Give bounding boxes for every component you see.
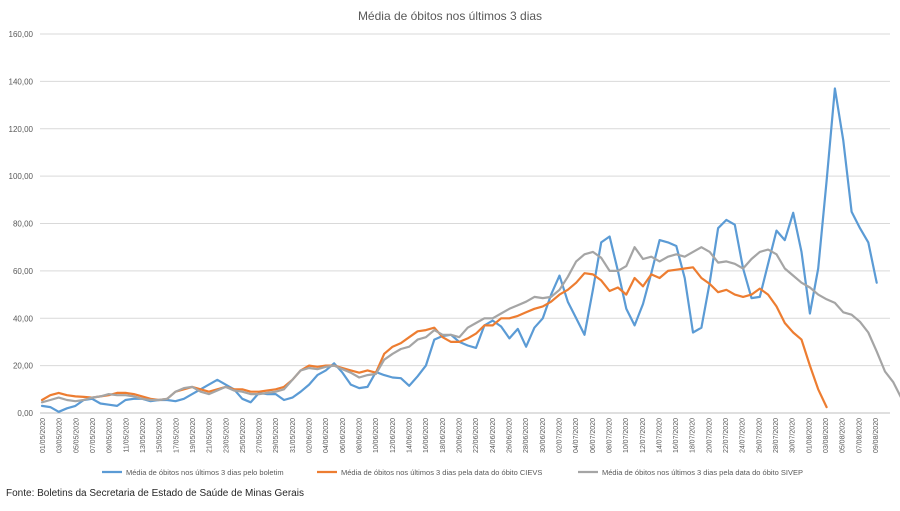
x-tick-label: 09/05/2020 (107, 418, 114, 453)
y-tick-label: 160,00 (9, 30, 34, 39)
x-tick-label: 06/07/2020 (590, 418, 597, 453)
x-tick-label: 30/07/2020 (790, 418, 797, 453)
x-tick-label: 18/07/2020 (690, 418, 697, 453)
series-line-3 (40, 246, 900, 404)
x-tick-label: 12/06/2020 (390, 418, 397, 453)
x-tick-label: 27/05/2020 (257, 418, 264, 453)
y-tick-label: 100,00 (9, 172, 34, 181)
source-note: Fonte: Boletins da Secretaria de Estado … (6, 488, 304, 499)
y-tick-label: 120,00 (9, 125, 34, 134)
legend-label-3: Média de óbitos nos últimos 3 dias pela … (602, 468, 803, 477)
x-tick-label: 22/07/2020 (723, 418, 730, 453)
y-tick-label: 40,00 (13, 314, 34, 323)
legend-label-2: Média de óbitos nos últimos 3 dias pela … (341, 468, 542, 477)
x-tick-label: 01/05/2020 (40, 418, 47, 453)
x-tick-label: 26/07/2020 (756, 418, 763, 453)
y-axis: 0,00 20,00 40,00 60,00 80,00 100,00 120,00 140,… (9, 30, 34, 418)
y-tick-label: 0,00 (17, 409, 33, 418)
x-tick-label: 22/06/2020 (473, 418, 480, 453)
x-tick-label: 17/05/2020 (173, 418, 180, 453)
x-tick-label: 10/06/2020 (373, 418, 380, 453)
x-tick-label: 24/07/2020 (740, 418, 747, 453)
x-tick-label: 14/07/2020 (656, 418, 663, 453)
x-tick-label: 04/07/2020 (573, 418, 580, 453)
chart-title: Média de óbitos nos últimos 3 dias (358, 9, 542, 23)
x-tick-label: 20/06/2020 (457, 418, 464, 453)
x-tick-label: 08/06/2020 (357, 418, 364, 453)
x-tick-label: 19/05/2020 (190, 418, 197, 453)
x-tick-label: 14/06/2020 (407, 418, 414, 453)
x-tick-label: 24/06/2020 (490, 418, 497, 453)
x-tick-label: 06/06/2020 (340, 418, 347, 453)
series-line-1 (40, 87, 878, 413)
x-tick-label: 09/08/2020 (873, 418, 880, 453)
x-axis: 01/05/2020 03/05/2020 05/05/2020 07/05/2020… (40, 418, 880, 453)
x-tick-label: 30/06/2020 (540, 418, 547, 453)
x-tick-label: 28/07/2020 (773, 418, 780, 453)
x-tick-label: 03/05/2020 (57, 418, 64, 453)
y-tick-label: 80,00 (13, 220, 34, 229)
x-tick-label: 15/05/2020 (157, 418, 164, 453)
x-tick-label: 11/05/2020 (123, 418, 130, 453)
x-tick-label: 26/06/2020 (506, 418, 513, 453)
x-tick-label: 08/07/2020 (606, 418, 613, 453)
x-tick-label: 20/07/2020 (706, 418, 713, 453)
x-tick-label: 23/05/2020 (223, 418, 230, 453)
x-tick-label: 10/07/2020 (623, 418, 630, 453)
x-tick-label: 16/07/2020 (673, 418, 680, 453)
x-tick-label: 01/08/2020 (806, 418, 813, 453)
x-tick-label: 03/08/2020 (823, 418, 830, 453)
x-tick-label: 02/07/2020 (556, 418, 563, 453)
legend-label-1: Média de óbitos nos últimos 3 dias pelo … (126, 468, 284, 477)
x-tick-label: 04/06/2020 (323, 418, 330, 453)
x-tick-label: 12/07/2020 (640, 418, 647, 453)
x-tick-label: 29/05/2020 (273, 418, 280, 453)
x-tick-label: 21/05/2020 (207, 418, 214, 453)
x-tick-label: 07/05/2020 (90, 418, 97, 453)
x-tick-label: 16/06/2020 (423, 418, 430, 453)
gridlines (40, 33, 890, 414)
x-tick-label: 18/06/2020 (440, 418, 447, 453)
y-tick-label: 140,00 (9, 77, 34, 86)
series-lines (40, 87, 900, 413)
x-tick-label: 31/05/2020 (290, 418, 297, 453)
x-tick-label: 28/06/2020 (523, 418, 530, 453)
x-tick-label: 25/05/2020 (240, 418, 247, 453)
x-tick-label: 13/05/2020 (140, 418, 147, 453)
x-tick-label: 05/08/2020 (840, 418, 847, 453)
legend: Média de óbitos nos últimos 3 dias pelo … (102, 468, 803, 477)
y-tick-label: 20,00 (13, 362, 34, 371)
x-tick-label: 02/06/2020 (307, 418, 314, 453)
y-tick-label: 60,00 (13, 267, 34, 276)
x-tick-label: 07/08/2020 (856, 418, 863, 453)
x-tick-label: 05/05/2020 (73, 418, 80, 453)
